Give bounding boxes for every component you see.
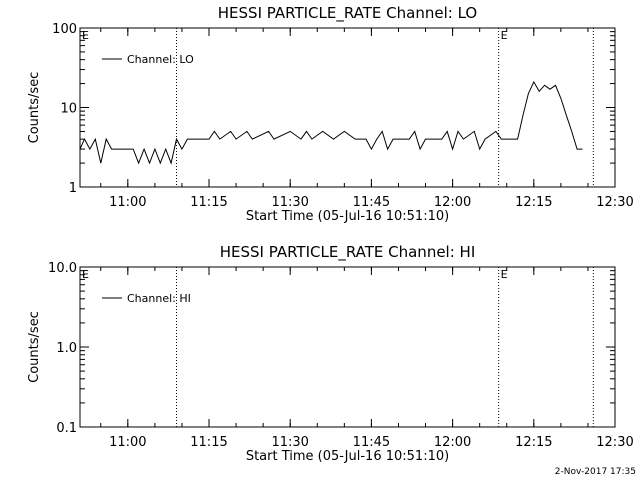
x-tick-label: 12:30 — [596, 435, 633, 450]
y-axis-label: Counts/sec — [27, 72, 42, 144]
y-tick-label: 1.0 — [56, 341, 77, 356]
x-tick-label: 11:15 — [190, 435, 227, 450]
x-tick-label: 11:30 — [271, 435, 308, 450]
x-axis-label: Start Time (05-Jul-16 10:51:10) — [246, 449, 449, 464]
x-tick-label: 11:00 — [109, 435, 146, 450]
y-tick-label: 10 — [60, 102, 77, 117]
x-tick-label: 11:45 — [353, 195, 390, 210]
y-tick-label: 0.1 — [56, 421, 77, 436]
x-tick-label: 12:00 — [434, 435, 471, 450]
x-tick-label: 11:15 — [190, 195, 227, 210]
x-tick-label: 12:15 — [515, 195, 552, 210]
series-line-0 — [79, 80, 583, 165]
x-tick-label: 12:30 — [596, 195, 633, 210]
x-tick-label: 12:15 — [515, 435, 552, 450]
chart-title: HESSI PARTICLE_RATE Channel: HI — [220, 243, 476, 262]
y-tick-label: 100 — [52, 22, 77, 37]
x-tick-label: 11:00 — [109, 195, 146, 210]
start-marker-label: E — [82, 29, 89, 42]
chart-panel-0: HESSI PARTICLE_RATE Channel: LO 11:00 11:1… — [27, 4, 634, 224]
legend-entry: Channel: HI — [127, 292, 191, 305]
x-tick-label: 11:45 — [353, 435, 390, 450]
event-line-label: E — [501, 268, 508, 281]
legend-entry: Channel: LO — [127, 53, 194, 66]
event-line-label: E — [501, 29, 508, 42]
y-axis-label: Counts/sec — [27, 311, 42, 383]
x-tick-label: 11:30 — [271, 195, 308, 210]
start-marker-label: E — [82, 268, 89, 281]
y-tick-label: 10.0 — [48, 261, 77, 276]
x-tick-label: 12:00 — [434, 195, 471, 210]
chart-panel-1: HESSI PARTICLE_RATE Channel: HI 11:00 11:1… — [27, 243, 634, 464]
plot-frame — [79, 266, 616, 428]
x-axis-label: Start Time (05-Jul-16 10:51:10) — [246, 209, 449, 224]
chart-title: HESSI PARTICLE_RATE Channel: LO — [218, 4, 477, 23]
footer-timestamp: 2-Nov-2017 17:35 — [555, 467, 636, 477]
y-tick-label: 1 — [69, 181, 77, 196]
